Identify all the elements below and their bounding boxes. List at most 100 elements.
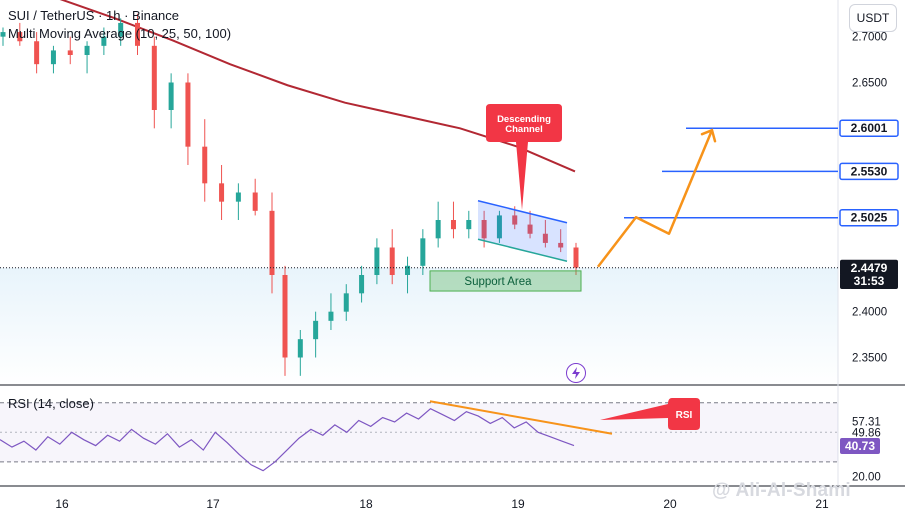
candle <box>496 210 502 243</box>
candle <box>558 229 564 253</box>
callout-shape <box>486 104 562 210</box>
candle-body <box>185 82 191 147</box>
candle <box>34 32 40 74</box>
candle <box>420 229 426 275</box>
candle-body <box>235 192 241 202</box>
price-axis-label: 2.5025 <box>839 208 899 227</box>
price-label-text: 2.4479 <box>851 261 888 275</box>
candle-body <box>420 238 426 266</box>
candle <box>282 265 288 376</box>
candle-body <box>84 45 90 55</box>
price-label-text: 2.6001 <box>851 121 888 135</box>
price-area-shade <box>0 267 838 385</box>
candle-body <box>252 192 258 211</box>
candle-body <box>282 275 288 358</box>
candle-body <box>328 311 334 321</box>
rsi-tick-label: 57.31 <box>852 417 881 429</box>
candle <box>118 18 124 46</box>
y-tick-label: 2.4000 <box>852 307 887 319</box>
candle <box>84 41 90 74</box>
candle-body <box>50 50 56 65</box>
candle <box>17 22 23 46</box>
candle <box>252 178 258 216</box>
candle <box>328 293 334 330</box>
projection-path <box>597 129 714 268</box>
channel-fill <box>478 200 567 262</box>
candle-body <box>297 339 303 358</box>
candle-body <box>219 183 225 202</box>
candle <box>219 165 225 220</box>
candle <box>101 27 107 55</box>
candle <box>405 256 411 294</box>
candle <box>0 27 6 46</box>
candle-body <box>343 293 349 312</box>
candle-body <box>527 224 533 234</box>
candle-body <box>558 242 564 248</box>
price-axis-label: 2.6001 <box>839 119 899 137</box>
candle-body <box>573 247 579 268</box>
symbol-title[interactable]: SUI / TetherUS · 1h · Binance <box>8 8 180 23</box>
y-tick-label: 2.3500 <box>852 353 887 365</box>
candle <box>168 73 174 129</box>
projection-arrowhead <box>700 128 717 143</box>
candle-body <box>135 22 140 46</box>
candle <box>527 210 533 239</box>
lightning-icon[interactable] <box>566 363 586 383</box>
candle-body <box>496 215 502 239</box>
candle-body <box>0 32 6 37</box>
rsi-legend[interactable]: RSI (14, close) <box>8 396 94 411</box>
callout-label: Descending <box>497 114 551 125</box>
candle-body <box>359 275 365 294</box>
candle-body <box>313 320 319 340</box>
callout-label: Channel <box>505 124 542 135</box>
candle <box>235 183 241 220</box>
candle-body <box>202 146 208 184</box>
price-axis-label: 2.4479 <box>840 259 898 276</box>
candle <box>359 265 365 303</box>
candle-body <box>101 36 107 46</box>
price-label-text: 31:53 <box>854 274 885 288</box>
candle-body <box>151 45 157 111</box>
candle <box>135 13 140 55</box>
candle <box>67 36 73 65</box>
candle <box>151 36 157 129</box>
x-tick-label: 20 <box>663 497 677 511</box>
channel-upper-line <box>477 200 568 224</box>
rsi-label-text: 40.73 <box>845 439 875 453</box>
callout-label: RSI <box>676 410 693 421</box>
x-tick-label: 18 <box>359 497 373 511</box>
price-label-bg <box>840 259 898 276</box>
rsi-label-bg <box>840 437 880 454</box>
candle-body <box>17 32 23 42</box>
candle <box>297 330 303 376</box>
rsi-callout: RSI <box>600 398 700 430</box>
candle-body <box>269 210 275 275</box>
candle <box>313 311 319 358</box>
support-area-label: Support Area <box>464 276 532 288</box>
candle-body <box>118 22 124 37</box>
author-watermark: @ Ali-Al-Shami <box>712 480 851 501</box>
candle-body <box>34 41 40 65</box>
price-label-text: 2.5025 <box>851 211 888 225</box>
candle-body <box>405 265 411 275</box>
candle <box>374 238 380 285</box>
candle <box>435 201 441 248</box>
x-tick-label: 17 <box>206 497 220 511</box>
x-tick-label: 16 <box>55 497 69 511</box>
candle <box>542 220 548 248</box>
rsi-line <box>0 407 575 472</box>
callout-shape <box>600 398 700 430</box>
candle-body <box>374 247 380 275</box>
channel-lower-line <box>477 238 568 262</box>
currency-selector-button[interactable]: USDT <box>849 4 897 32</box>
y-tick-label: 2.7000 <box>852 32 887 44</box>
candle-body <box>389 247 395 275</box>
candle-body <box>542 233 548 243</box>
candle-body <box>466 220 472 230</box>
indicator-legend[interactable]: Multi Moving Average (10, 25, 50, 100) <box>8 26 232 41</box>
candle-body <box>435 220 441 239</box>
price-axis-label: 31:53 <box>840 272 898 289</box>
price-label-bg <box>839 119 899 137</box>
candle <box>450 201 456 239</box>
